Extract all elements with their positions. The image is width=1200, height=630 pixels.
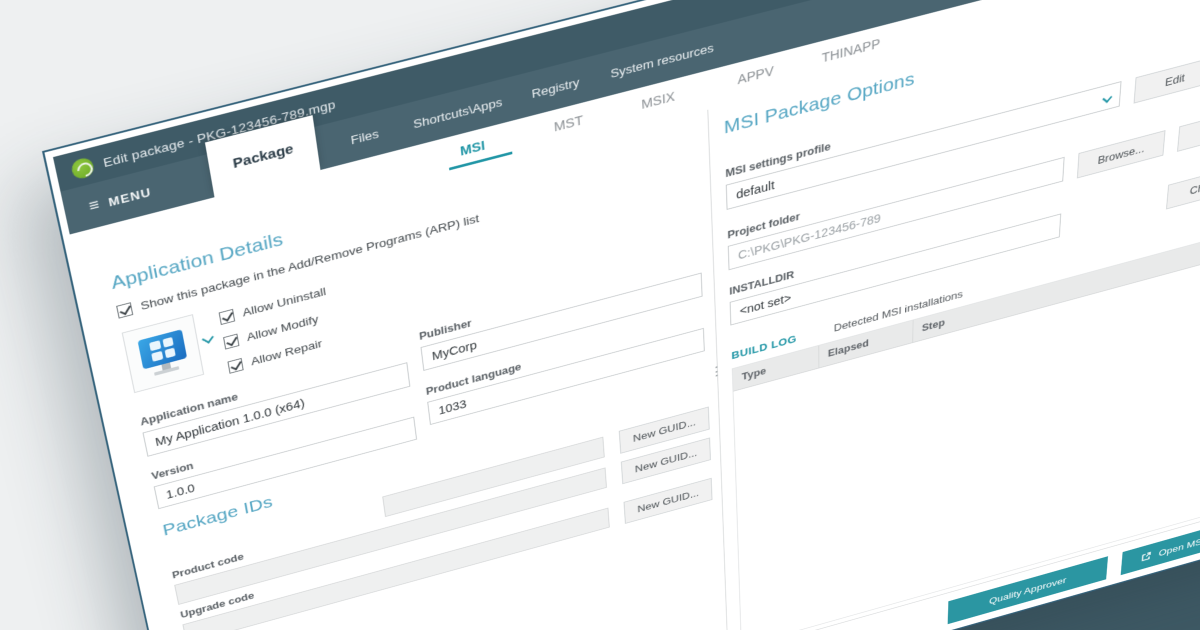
application-icon-box[interactable] xyxy=(121,314,205,394)
panel-splitter-handle[interactable]: ⋮ xyxy=(708,362,725,381)
hamburger-icon: ≡ xyxy=(87,195,102,216)
arp-checkbox[interactable] xyxy=(116,302,134,319)
tab-appv[interactable]: APPV xyxy=(737,64,774,88)
allow-uninstall-checkbox[interactable] xyxy=(218,308,236,326)
change-installdir-button[interactable]: Change... xyxy=(1166,159,1200,210)
chevron-down-icon xyxy=(1102,93,1113,103)
menu-label: MENU xyxy=(106,184,153,209)
menu-button[interactable]: ≡ MENU xyxy=(87,182,153,216)
application-icon xyxy=(137,329,188,370)
app-logo-icon xyxy=(69,155,96,181)
msi-package-options-panel: MSI Package Options MSI settings profile… xyxy=(709,0,1200,630)
edit-profile-button[interactable]: Edit xyxy=(1133,56,1200,104)
new-guid-button-3[interactable]: New GUID... xyxy=(623,477,713,524)
tab-msi[interactable]: MSI xyxy=(459,138,486,160)
allow-modify-checkbox[interactable] xyxy=(223,333,240,350)
msi-settings-profile-combobox[interactable]: default xyxy=(725,81,1122,210)
tab-msix[interactable]: MSIX xyxy=(641,89,676,113)
tab-files[interactable]: Files xyxy=(349,126,380,147)
tab-mst[interactable]: MST xyxy=(553,113,584,136)
tab-shortcuts-apps[interactable]: Shortcuts\Apps xyxy=(412,94,503,131)
go-to-button[interactable]: Go to... xyxy=(1177,102,1200,152)
tab-registry[interactable]: Registry xyxy=(531,74,580,101)
icon-picker-chevron-icon[interactable] xyxy=(201,333,214,344)
open-external-icon xyxy=(1141,551,1153,563)
allow-repair-checkbox[interactable] xyxy=(227,357,244,374)
browse-button[interactable]: Browse... xyxy=(1076,130,1166,179)
edit-package-window: Edit package - PKG-123456-789.mgp ≡ MENU… xyxy=(41,0,1200,630)
tab-thinapp[interactable]: THINAPP xyxy=(821,36,881,67)
